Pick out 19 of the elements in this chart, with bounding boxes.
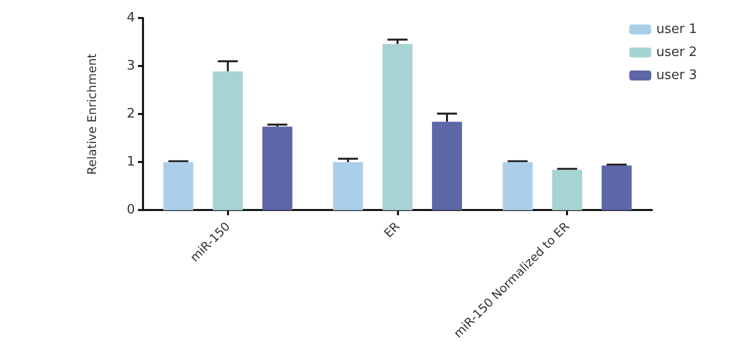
bar: [432, 122, 462, 210]
y-tick-label: 3: [126, 58, 135, 74]
bar: [382, 44, 412, 210]
y-axis-title: Relative Enrichment: [85, 53, 99, 175]
bar: [333, 162, 363, 210]
bar: [502, 162, 533, 210]
legend-label: user 2: [656, 45, 698, 60]
bar: [602, 166, 632, 210]
y-tick-label: 4: [126, 10, 135, 26]
bar: [212, 71, 243, 210]
bar: [552, 170, 582, 210]
bar: [163, 162, 194, 210]
bar: [262, 126, 292, 210]
legend-label: user 1: [656, 22, 698, 37]
y-tick-label: 1: [126, 154, 135, 170]
x-tick-label: ER: [381, 219, 402, 240]
y-tick-label: 0: [126, 202, 135, 218]
legend-label: user 3: [656, 68, 698, 83]
y-tick-label: 2: [126, 106, 135, 122]
